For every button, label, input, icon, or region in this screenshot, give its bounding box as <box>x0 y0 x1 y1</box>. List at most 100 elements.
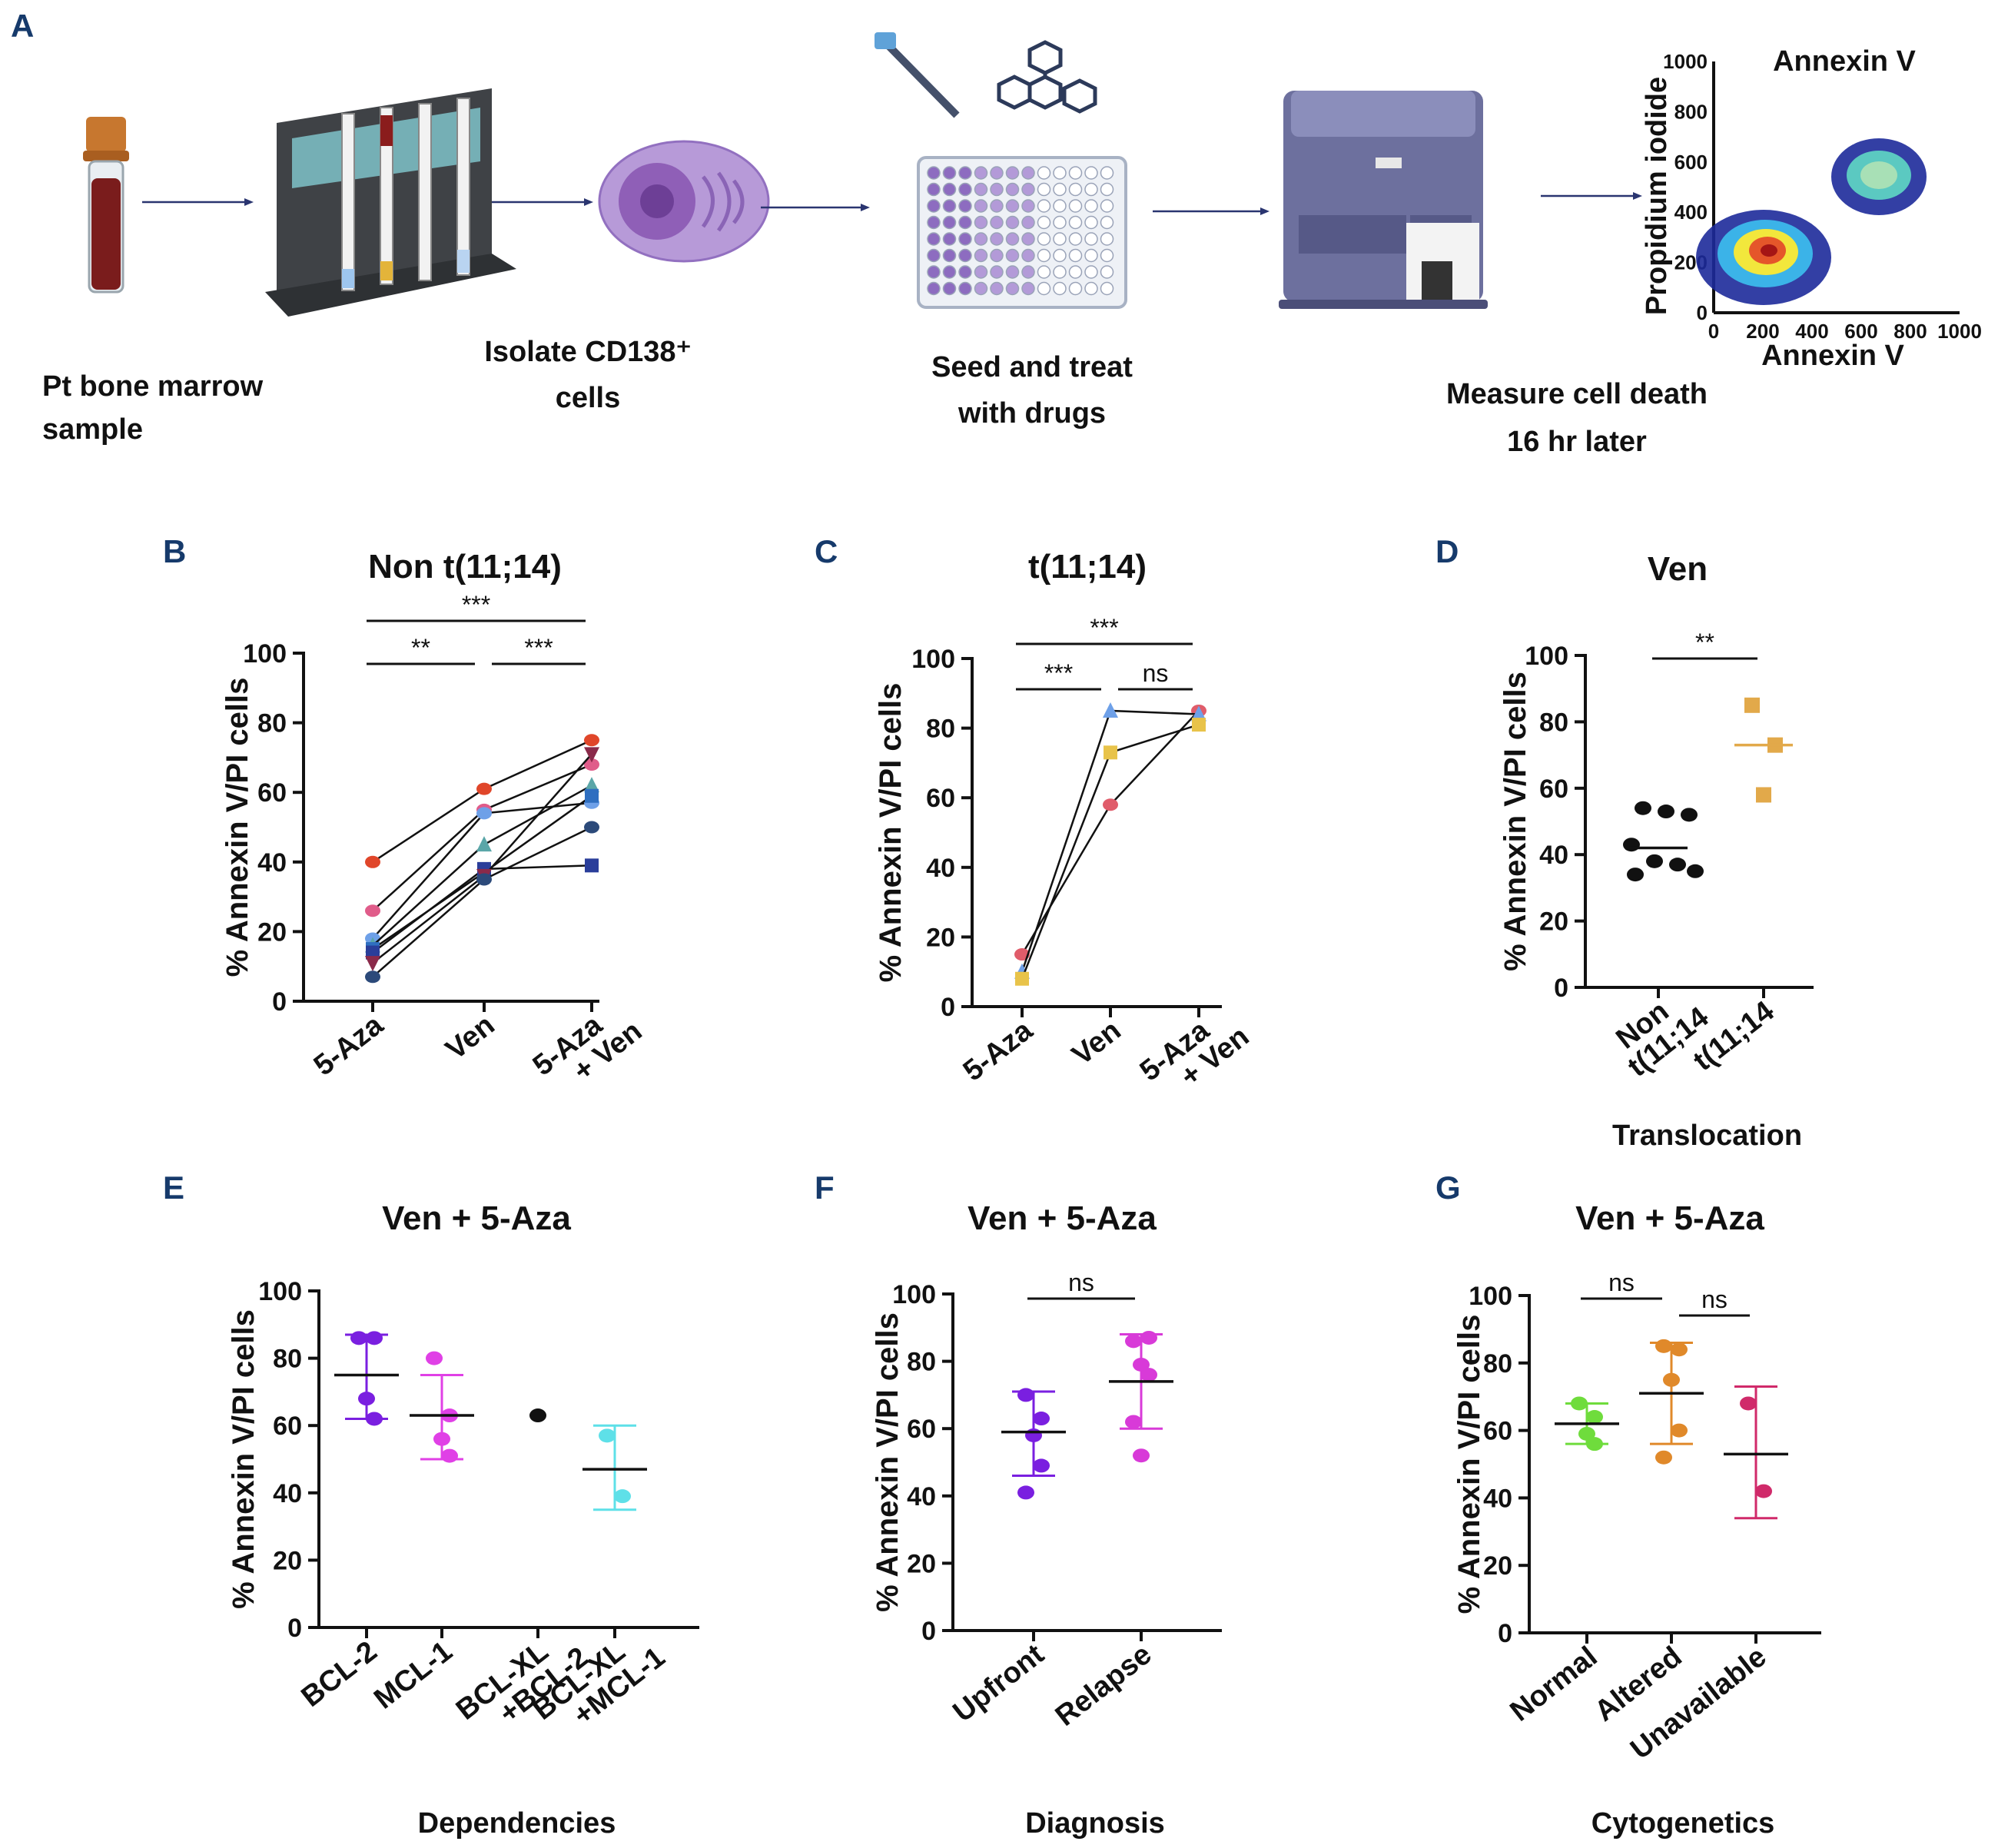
y-axis-label: % Annexin V/PI cells <box>1452 1315 1486 1614</box>
flow-xtick: 0 <box>1708 320 1719 343</box>
text-line: 16 hr later <box>1507 426 1647 458</box>
data-point <box>1687 864 1704 878</box>
significance-label: ** <box>1695 629 1714 656</box>
x-axis-label: Diagnosis <box>1025 1807 1165 1840</box>
data-point <box>1627 868 1644 882</box>
y-tick-label: 80 <box>273 1345 302 1374</box>
data-point <box>476 836 492 852</box>
flow-cytometer-icon <box>1279 91 1488 309</box>
flow-plot-xlabel: Annexin V <box>1761 340 1904 372</box>
y-tick-label: 60 <box>1539 775 1568 804</box>
well <box>1021 215 1035 230</box>
data-point <box>1104 745 1117 760</box>
well <box>958 232 972 246</box>
well <box>974 281 988 296</box>
step-caption-sample: Pt bone marrow sample <box>42 370 264 446</box>
data-point <box>441 1448 458 1463</box>
panel-letter-d: D <box>1435 533 1459 569</box>
well <box>1100 281 1114 296</box>
well <box>942 182 957 197</box>
well <box>990 248 1004 263</box>
flow-ytick: 800 <box>1674 100 1708 123</box>
text-line: Pt bone marrow <box>42 370 264 403</box>
well <box>974 215 988 230</box>
data-point <box>529 1408 546 1423</box>
well <box>1037 199 1051 213</box>
data-point <box>584 747 599 763</box>
well <box>974 265 988 279</box>
text-line: Upfront <box>948 1638 1050 1729</box>
data-point <box>614 1489 631 1504</box>
y-axis-label: % Annexin V/PI cells <box>871 1312 904 1612</box>
data-point <box>584 758 599 771</box>
data-point <box>1623 838 1640 852</box>
data-point <box>585 788 599 803</box>
well <box>1100 232 1114 246</box>
data-point <box>1744 697 1760 713</box>
chart-title: t(11;14) <box>1028 548 1147 586</box>
well <box>1068 166 1083 180</box>
cell-icon <box>598 140 770 263</box>
x-axis-label: Translocation <box>1612 1120 1802 1152</box>
data-point <box>1015 971 1029 986</box>
flow-ytick: 0 <box>1697 301 1708 324</box>
well <box>1021 232 1035 246</box>
y-tick-label: 100 <box>243 639 287 669</box>
flow-plot-title: Annexin V <box>1773 45 1916 78</box>
well <box>1084 215 1098 230</box>
chart-panel-f: Ven + 5-Aza 0 20 40 60 80 100 % Annexin V/PI ce… <box>871 1199 1222 1840</box>
data-point <box>1133 1448 1150 1463</box>
text-line: Ven <box>440 1009 500 1067</box>
x-tick-label: Relapse <box>1050 1638 1158 1733</box>
y-tick-label: 0 <box>287 1614 302 1643</box>
text-line: 5-Aza <box>308 1008 390 1082</box>
well-plate-icon <box>917 156 1127 309</box>
text-line: Normal <box>1505 1641 1604 1728</box>
chart-panel-e: Ven + 5-Aza 0 20 40 60 80 100 % Annexin V/PI ce… <box>227 1199 699 1840</box>
data-point <box>1658 805 1674 819</box>
chart-panel-b: Non t(11;14) 0 20 40 60 80 100 % Annexin V/PI c… <box>221 548 648 1088</box>
well <box>958 199 972 213</box>
x-axis-label: Dependencies <box>418 1807 616 1840</box>
data-point <box>365 855 380 868</box>
y-tick-label: 40 <box>926 854 955 883</box>
y-tick-label: 20 <box>1539 907 1568 937</box>
y-tick-label: 100 <box>258 1277 302 1306</box>
panel-letter-b: B <box>163 533 186 569</box>
y-tick-label: 0 <box>1554 974 1568 1003</box>
well <box>1053 281 1067 296</box>
x-tick-label: Normal <box>1505 1641 1604 1728</box>
data-point <box>584 734 599 747</box>
well <box>1037 232 1051 246</box>
well <box>927 281 941 296</box>
y-tick-label: 20 <box>273 1546 302 1575</box>
y-tick-label: 0 <box>272 987 287 1017</box>
text-line: Isolate CD138⁺ <box>484 336 691 368</box>
well <box>1084 265 1098 279</box>
text-line: MCL-1 <box>368 1635 458 1716</box>
chart-panel-g: Ven + 5-Aza 0 20 40 60 80 100 % Annexin V/PI ce… <box>1452 1199 1821 1840</box>
well <box>942 166 957 180</box>
chart-title: Non t(11;14) <box>368 548 562 586</box>
flow-xtick: 200 <box>1746 320 1779 343</box>
chart-title: Ven + 5-Aza <box>382 1199 571 1237</box>
well <box>974 248 988 263</box>
y-tick-label: 60 <box>1483 1417 1512 1446</box>
text-line: Relapse <box>1050 1638 1158 1733</box>
data-point <box>1033 1458 1050 1473</box>
data-point <box>1586 1410 1603 1425</box>
y-tick-label: 60 <box>273 1412 302 1441</box>
well <box>958 182 972 197</box>
y-tick-label: 40 <box>1539 841 1568 870</box>
data-point <box>476 782 492 795</box>
y-tick-label: 0 <box>941 993 955 1022</box>
molecule-icon <box>997 40 1097 114</box>
data-point <box>1140 1368 1157 1382</box>
well <box>1084 281 1098 296</box>
y-tick-label: 60 <box>257 778 287 808</box>
well <box>958 265 972 279</box>
well <box>1053 166 1067 180</box>
well <box>1068 248 1083 263</box>
well <box>942 265 957 279</box>
